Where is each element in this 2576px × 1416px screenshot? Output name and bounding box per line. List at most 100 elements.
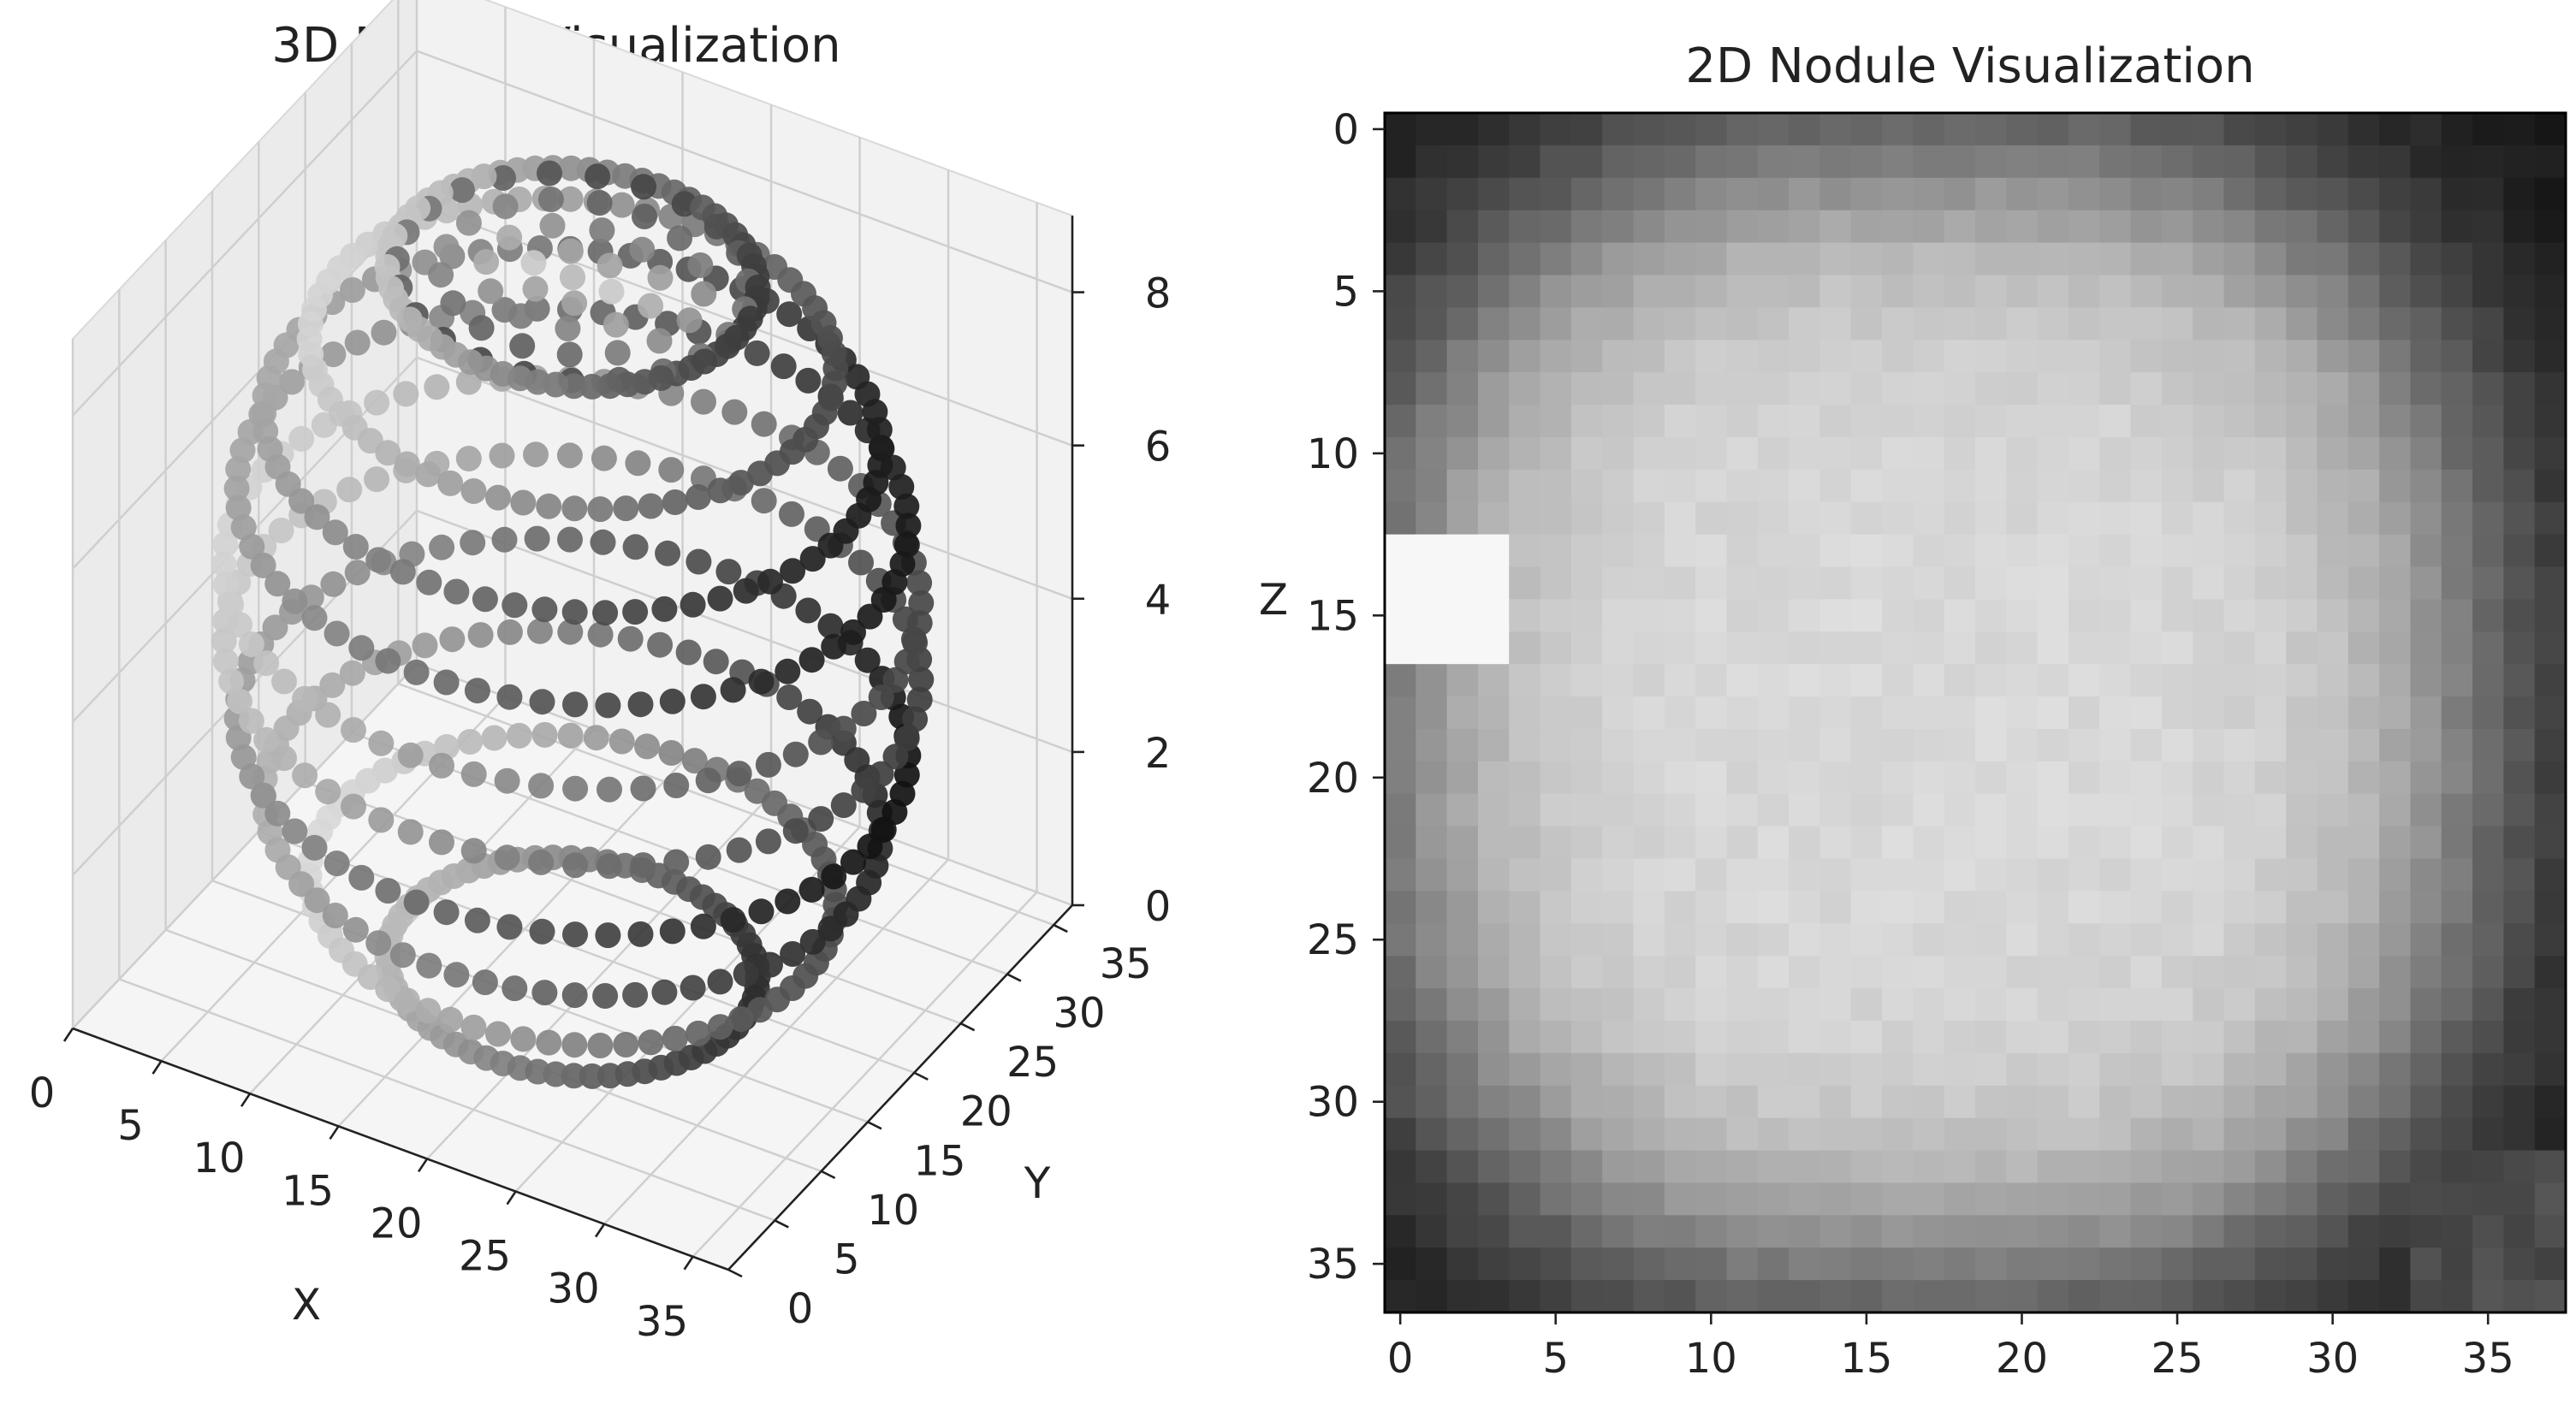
heatmap-cell [2006, 891, 2039, 924]
heatmap-cell [2037, 534, 2069, 568]
scatter-point [464, 678, 490, 704]
heatmap-cell [2347, 1020, 2380, 1054]
heatmap-cell [2037, 372, 2069, 406]
heatmap-cell [1944, 793, 1976, 827]
heatmap-cell [2223, 1117, 2256, 1152]
heatmap-cell [1913, 1247, 1945, 1281]
heatmap-cell [2503, 1215, 2536, 1248]
heatmap-cell [1385, 1085, 1416, 1119]
scatter-point [523, 441, 549, 468]
heatmap-cell [2006, 599, 2039, 632]
heatmap-cell [2068, 1052, 2100, 1087]
heatmap-cell [1757, 113, 1790, 146]
heatmap-cell [2347, 664, 2380, 697]
heatmap-cell [1819, 242, 1852, 276]
scatter-point [667, 225, 693, 252]
heatmap-cell [2068, 761, 2100, 795]
heatmap-cell [2503, 1085, 2536, 1119]
scatter-point [528, 773, 555, 799]
heatmap-cell [1944, 307, 1976, 341]
heatmap-cell [2037, 1117, 2069, 1152]
heatmap-cell [2161, 1085, 2193, 1119]
heatmap-cell [1726, 1020, 1759, 1054]
heatmap-cell [1602, 340, 1635, 373]
heatmap-cell [1540, 372, 1572, 406]
heatmap-cell [1975, 923, 2007, 957]
heatmap-cell [1416, 956, 1448, 989]
heatmap-cell [2286, 177, 2318, 211]
scatter-point [795, 597, 822, 624]
heatmap-cell [1416, 405, 1448, 438]
heatmap-cell [1726, 988, 1759, 1022]
heatmap-cell [2286, 761, 2318, 795]
scatter-point [691, 388, 716, 415]
heatmap-cell [2130, 145, 2163, 179]
heatmap-cell [2193, 436, 2225, 471]
scatter-point [239, 533, 265, 560]
heatmap-cell [1633, 826, 1665, 860]
x-tick [594, 1223, 606, 1238]
scatter-point [473, 249, 500, 275]
heatmap-cell [1446, 956, 1479, 989]
heatmap-cell [2534, 372, 2567, 406]
heatmap-cell [2534, 1052, 2567, 1087]
heatmap-cell [2223, 469, 2256, 503]
heatmap-cell [2347, 242, 2380, 276]
heatmap-cell [2503, 177, 2536, 211]
heatmap-cell [1477, 501, 1510, 536]
heatmap-cell [1913, 436, 1945, 471]
scatter-point [211, 551, 237, 578]
heatmap-cell [1540, 307, 1572, 341]
heatmap-cell [2254, 534, 2287, 568]
heatmap-cell [1633, 631, 1665, 665]
heatmap-cell [1975, 1215, 2007, 1248]
heatmap-cell [1975, 1020, 2007, 1054]
heatmap-cell [2130, 242, 2163, 276]
scatter-point [496, 224, 523, 251]
heatmap-cell [1385, 1020, 1416, 1054]
heatmap-cell [2130, 405, 2163, 438]
heatmap-cell [1944, 826, 1976, 860]
heatmap-cell [1416, 923, 1448, 957]
heatmap-cell [1913, 1182, 1945, 1216]
heatmap-cell [1882, 307, 1914, 341]
heatmap-cell [1913, 372, 1945, 406]
heatmap-cell [1385, 1215, 1416, 1248]
y2-tick-label: 25 [1307, 916, 1359, 964]
heatmap-cell [2347, 1215, 2380, 1248]
heatmap-cell [1385, 501, 1416, 536]
heatmap-cell [2037, 858, 2069, 892]
heatmap-cell [2161, 793, 2193, 827]
heatmap-cell [1446, 372, 1479, 406]
scatter-point [368, 730, 395, 756]
heatmap-cell [2037, 956, 2069, 989]
heatmap-cell [2317, 177, 2349, 211]
heatmap-cell [1477, 534, 1510, 568]
heatmap-cell [2254, 340, 2287, 373]
heatmap-cell [2006, 534, 2039, 568]
scatter-point [562, 775, 589, 802]
heatmap-cell [1726, 307, 1759, 341]
heatmap-cell [2223, 956, 2256, 989]
scatter-point [631, 174, 656, 200]
heatmap-cell [1850, 664, 1883, 697]
heatmap-cell [2130, 1117, 2163, 1152]
heatmap-cell [1570, 469, 1603, 503]
chart-3d-xlabel: X [292, 1280, 321, 1330]
heatmap-cell [2161, 599, 2193, 632]
heatmap-cell [2223, 728, 2256, 762]
heatmap-cell [2223, 405, 2256, 438]
heatmap-cell [1664, 956, 1696, 989]
heatmap-cell [2068, 891, 2100, 924]
x2-tick-label: 30 [2306, 1335, 2359, 1383]
heatmap-cell [2503, 826, 2536, 860]
heatmap-cell [1944, 210, 1976, 244]
heatmap-cell [2410, 1117, 2442, 1152]
heatmap-cell [1882, 631, 1914, 665]
heatmap-cell [2379, 113, 2412, 146]
heatmap-cell [1789, 210, 1821, 244]
heatmap-cell [2068, 436, 2100, 471]
heatmap-cell [1975, 1247, 2007, 1281]
heatmap-cell [1385, 956, 1416, 989]
